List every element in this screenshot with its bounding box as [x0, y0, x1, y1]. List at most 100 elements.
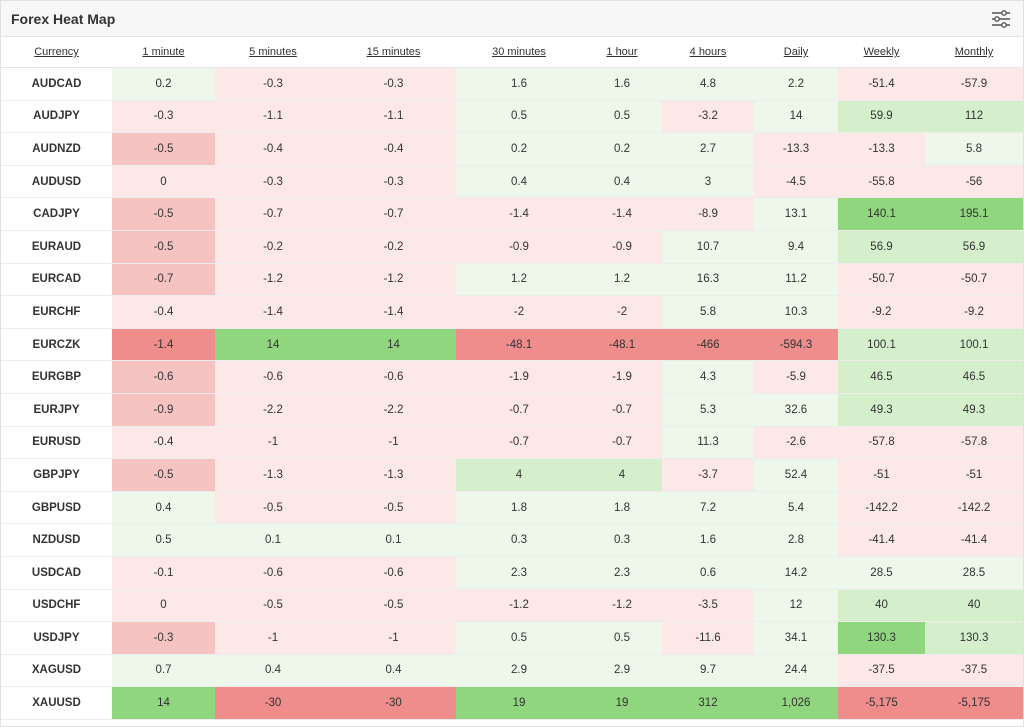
heatmap-value-cell: -3.2 — [662, 100, 754, 134]
heatmap-value-cell: -0.5 — [112, 230, 215, 264]
heatmap-value-cell: -55.8 — [838, 165, 925, 199]
currency-pair-cell[interactable]: EURJPY — [1, 393, 112, 427]
heatmap-value-cell: -0.7 — [331, 197, 456, 231]
heatmap-value-cell: -0.7 — [456, 393, 582, 427]
currency-pair-cell[interactable]: XAUUSD — [1, 686, 112, 720]
heatmap-value-cell: -142.2 — [838, 491, 925, 525]
heatmap-value-cell: 28.5 — [925, 556, 1023, 590]
heatmap-value-cell: 59.9 — [838, 100, 925, 134]
heatmap-table: Currency 1 minute 5 minutes 15 minutes 3… — [1, 37, 1023, 720]
panel-title: Forex Heat Map — [11, 10, 116, 27]
heatmap-value-cell: -1.4 — [112, 328, 215, 362]
heatmap-value-cell: 100.1 — [838, 328, 925, 362]
currency-pair-cell[interactable]: XAGUSD — [1, 654, 112, 688]
heatmap-value-cell: -51 — [838, 458, 925, 492]
heatmap-value-cell: 7.2 — [662, 491, 754, 525]
currency-pair-cell[interactable]: AUDJPY — [1, 100, 112, 134]
heatmap-value-cell: -0.3 — [215, 67, 331, 101]
table-row: AUDUSD 0 -0.3 -0.3 0.4 0.4 3 -4.5 -55.8 -56 — [1, 165, 1023, 199]
sliders-settings-icon — [992, 9, 1010, 28]
currency-pair-cell[interactable]: USDCHF — [1, 589, 112, 623]
heatmap-value-cell: -1 — [215, 426, 331, 460]
currency-pair-cell[interactable]: NZDUSD — [1, 523, 112, 557]
heatmap-value-cell: 112 — [925, 100, 1023, 134]
heatmap-value-cell: 12 — [754, 589, 838, 623]
heatmap-value-cell: 2.7 — [662, 132, 754, 166]
heatmap-value-cell: -48.1 — [582, 328, 662, 362]
currency-pair-cell[interactable]: EURCZK — [1, 328, 112, 362]
column-header-daily[interactable]: Daily — [754, 37, 838, 68]
heatmap-value-cell: -11.6 — [662, 621, 754, 655]
heatmap-value-cell: 10.3 — [754, 295, 838, 329]
currency-pair-cell[interactable]: CADJPY — [1, 197, 112, 231]
heatmap-value-cell: -2 — [582, 295, 662, 329]
heatmap-value-cell: -0.2 — [331, 230, 456, 264]
heatmap-value-cell: 5.4 — [754, 491, 838, 525]
heatmap-value-cell: 11.3 — [662, 426, 754, 460]
currency-pair-cell[interactable]: EURCAD — [1, 263, 112, 297]
heatmap-value-cell: -0.9 — [582, 230, 662, 264]
currency-pair-cell[interactable]: AUDUSD — [1, 165, 112, 199]
heatmap-value-cell: 0.2 — [112, 67, 215, 101]
heatmap-value-cell: 5.8 — [662, 295, 754, 329]
heatmap-value-cell: 0 — [112, 165, 215, 199]
heatmap-value-cell: -8.9 — [662, 197, 754, 231]
currency-pair-cell[interactable]: EURGBP — [1, 360, 112, 394]
currency-pair-cell[interactable]: USDJPY — [1, 621, 112, 655]
heatmap-body: AUDCAD 0.2 -0.3 -0.3 1.6 1.6 4.8 2.2 -51.4 -57.9 A… — [1, 67, 1023, 720]
heatmap-value-cell: 56.9 — [925, 230, 1023, 264]
column-header-1-hour[interactable]: 1 hour — [582, 37, 662, 68]
currency-pair-cell[interactable]: EURCHF — [1, 295, 112, 329]
heatmap-value-cell: -41.4 — [838, 523, 925, 557]
currency-pair-cell[interactable]: GBPJPY — [1, 458, 112, 492]
column-header-weekly[interactable]: Weekly — [838, 37, 925, 68]
heatmap-value-cell: -13.3 — [754, 132, 838, 166]
table-row: EURCZK -1.4 14 14 -48.1 -48.1 -466 -594.3 100.1 1… — [1, 328, 1023, 362]
heatmap-value-cell: -57.8 — [838, 426, 925, 460]
heatmap-value-cell: -1.4 — [456, 197, 582, 231]
heatmap-value-cell: 14 — [754, 100, 838, 134]
currency-pair-cell[interactable]: AUDNZD — [1, 132, 112, 166]
heatmap-value-cell: -0.9 — [456, 230, 582, 264]
heatmap-value-cell: -0.6 — [215, 360, 331, 394]
column-header-4-hours[interactable]: 4 hours — [662, 37, 754, 68]
column-header-currency[interactable]: Currency — [1, 37, 112, 68]
heatmap-value-cell: 1.6 — [456, 67, 582, 101]
currency-pair-cell[interactable]: USDCAD — [1, 556, 112, 590]
heatmap-value-cell: -2 — [456, 295, 582, 329]
currency-pair-cell[interactable]: AUDCAD — [1, 67, 112, 101]
heatmap-value-cell: -1.3 — [215, 458, 331, 492]
table-row: GBPJPY -0.5 -1.3 -1.3 4 4 -3.7 52.4 -51 -51 — [1, 458, 1023, 492]
heatmap-value-cell: -50.7 — [925, 263, 1023, 297]
column-header-1-minute[interactable]: 1 minute — [112, 37, 215, 68]
heatmap-value-cell: -0.6 — [112, 360, 215, 394]
heatmap-value-cell: -3.7 — [662, 458, 754, 492]
table-row: XAGUSD 0.7 0.4 0.4 2.9 2.9 9.7 24.4 -37.5 -37.5 — [1, 654, 1023, 688]
heatmap-value-cell: 56.9 — [838, 230, 925, 264]
currency-pair-cell[interactable]: EURAUD — [1, 230, 112, 264]
currency-pair-cell[interactable]: GBPUSD — [1, 491, 112, 525]
heatmap-value-cell: -1.4 — [215, 295, 331, 329]
settings-button[interactable] — [989, 7, 1013, 31]
heatmap-value-cell: 140.1 — [838, 197, 925, 231]
table-row: USDJPY -0.3 -1 -1 0.5 0.5 -11.6 34.1 130.3 130.3 — [1, 621, 1023, 655]
column-header-monthly[interactable]: Monthly — [925, 37, 1023, 68]
heatmap-value-cell: 0.2 — [582, 132, 662, 166]
column-header-5-minutes[interactable]: 5 minutes — [215, 37, 331, 68]
column-header-15-minutes[interactable]: 15 minutes — [331, 37, 456, 68]
heatmap-value-cell: 1.2 — [582, 263, 662, 297]
table-row: EURJPY -0.9 -2.2 -2.2 -0.7 -0.7 5.3 32.6 49.3 49.… — [1, 393, 1023, 427]
heatmap-value-cell: 24.4 — [754, 654, 838, 688]
heatmap-value-cell: 0.1 — [215, 523, 331, 557]
heatmap-value-cell: 0.2 — [456, 132, 582, 166]
currency-pair-cell[interactable]: EURUSD — [1, 426, 112, 460]
heatmap-value-cell: -9.2 — [925, 295, 1023, 329]
heatmap-value-cell: -0.5 — [331, 491, 456, 525]
column-header-30-minutes[interactable]: 30 minutes — [456, 37, 582, 68]
heatmap-value-cell: -0.5 — [112, 132, 215, 166]
header-row: Currency 1 minute 5 minutes 15 minutes 3… — [1, 37, 1023, 68]
heatmap-value-cell: -37.5 — [838, 654, 925, 688]
heatmap-value-cell: 1,026 — [754, 686, 838, 720]
heatmap-value-cell: 0 — [112, 589, 215, 623]
heatmap-value-cell: 5.8 — [925, 132, 1023, 166]
